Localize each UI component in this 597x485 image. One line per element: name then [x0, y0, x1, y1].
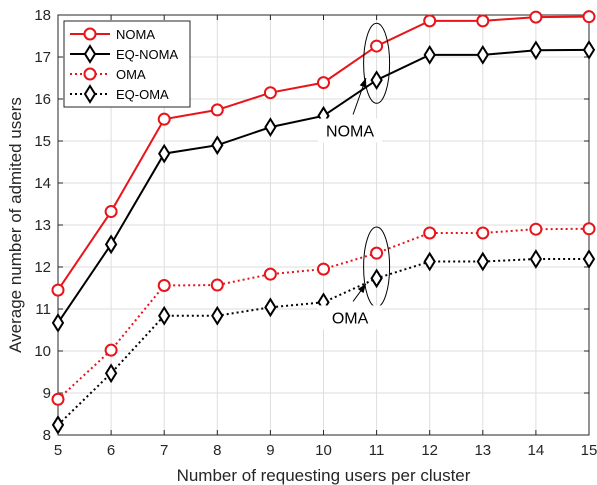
annotation-label-oma: OMA	[332, 310, 369, 327]
y-tick-label: 8	[43, 427, 51, 444]
annotation-arrowhead-oma	[357, 283, 366, 294]
legend-marker-eq-oma	[83, 84, 97, 104]
data-point-noma	[423, 14, 437, 28]
axis-ticks: 5 6 7 8 9 10 11 12 13 14 15 8 9 10 11 12 13 14 15 16 17 18	[34, 7, 597, 459]
data-point-oma	[476, 226, 490, 240]
data-point-eq-noma	[529, 40, 543, 61]
data-point-eq-noma	[264, 117, 277, 138]
x-tick-label: 9	[266, 442, 274, 459]
series-oma	[51, 222, 596, 406]
data-point-oma	[104, 343, 118, 357]
data-point-eq-oma	[104, 363, 118, 384]
data-point-oma	[370, 246, 384, 260]
legend-label-noma: NOMA	[116, 27, 155, 42]
y-tick-label: 18	[34, 7, 51, 24]
annotation-ellipse-noma	[363, 22, 391, 104]
y-tick-label: 13	[34, 217, 51, 234]
data-point-noma	[370, 39, 384, 53]
legend-label-eq-noma: EQ-NOMA	[116, 47, 178, 62]
data-point-eq-oma	[264, 297, 277, 318]
annotation-oma: OMA	[318, 226, 391, 330]
data-point-eq-noma	[51, 312, 65, 333]
data-point-eq-oma	[476, 251, 489, 272]
data-point-noma	[476, 14, 490, 28]
y-tick-label: 15	[34, 133, 51, 150]
x-tick-label: 8	[213, 442, 221, 459]
data-point-eq-oma	[582, 249, 596, 269]
y-axis-label: Average number of admited users	[6, 97, 25, 353]
data-point-noma	[529, 10, 543, 24]
series-eq-noma	[51, 39, 596, 333]
x-tick-label: 13	[474, 442, 491, 459]
legend-item-eq-noma: EQ-NOMA	[70, 44, 178, 64]
data-point-eq-noma	[158, 143, 171, 164]
data-point-oma	[582, 222, 596, 236]
x-tick-label: 15	[581, 442, 597, 459]
y-tick-label: 9	[43, 385, 51, 402]
x-tick-label: 12	[421, 442, 438, 459]
y-tick-label: 17	[34, 49, 51, 66]
legend-label-eq-oma: EQ-OMA	[116, 87, 169, 102]
x-tick-label: 7	[160, 442, 168, 459]
data-point-eq-oma	[158, 305, 171, 326]
x-tick-label: 14	[528, 442, 545, 459]
annotation-noma: NOMA	[318, 22, 391, 143]
data-point-noma	[582, 10, 596, 24]
y-tick-label: 16	[34, 91, 51, 108]
x-axis-label: Number of requesting users per cluster	[177, 466, 471, 485]
legend-marker-oma	[83, 67, 97, 81]
data-point-eq-oma	[51, 415, 65, 435]
series-eq-oma	[51, 249, 596, 435]
series-group	[51, 10, 596, 435]
x-tick-label: 5	[54, 442, 62, 459]
data-point-eq-noma	[423, 45, 436, 65]
data-point-oma	[317, 262, 330, 276]
data-point-oma	[157, 278, 171, 292]
y-tick-label: 10	[34, 343, 51, 360]
data-point-eq-noma	[582, 39, 596, 60]
data-point-noma	[51, 283, 65, 297]
series-noma	[51, 10, 596, 297]
data-point-eq-oma	[370, 268, 383, 289]
data-point-noma	[263, 86, 277, 100]
legend-item-noma: NOMA	[70, 27, 155, 42]
annotation-label-bg-noma	[318, 118, 383, 143]
annotation-label-noma: NOMA	[326, 124, 374, 141]
data-point-eq-noma	[476, 45, 489, 65]
y-tick-label: 12	[34, 259, 51, 276]
x-tick-label: 11	[369, 442, 385, 459]
legend-item-eq-oma: EQ-OMA	[70, 84, 169, 104]
data-point-noma	[157, 112, 171, 126]
annotation-label-bg-oma	[318, 305, 383, 330]
data-point-eq-noma	[211, 135, 224, 156]
legend-marker-eq-noma	[83, 44, 97, 64]
data-point-eq-oma	[211, 305, 224, 326]
data-point-noma	[104, 205, 118, 219]
legend-item-oma: OMA	[70, 67, 146, 82]
y-tick-label: 14	[34, 175, 51, 192]
data-point-eq-oma	[423, 251, 436, 272]
legend-label-oma: OMA	[116, 67, 146, 82]
annotations: NOMA OMA	[318, 22, 391, 330]
data-point-oma	[423, 226, 437, 240]
data-point-oma	[210, 278, 224, 292]
legend: NOMA EQ-NOMA OMA EQ-OMA	[63, 20, 191, 108]
legend-marker-noma	[83, 27, 97, 41]
data-point-eq-noma	[104, 234, 118, 255]
data-point-noma	[317, 76, 330, 90]
data-point-noma	[210, 103, 224, 117]
y-tick-label: 11	[35, 301, 51, 318]
data-point-eq-oma	[529, 249, 543, 269]
x-tick-label: 6	[107, 442, 115, 459]
x-tick-label: 10	[315, 442, 332, 459]
data-point-oma	[263, 267, 277, 281]
data-point-eq-noma	[370, 70, 383, 90]
series-line-eq-oma	[57, 258, 589, 426]
annotation-arrowhead-noma	[359, 78, 367, 88]
data-point-oma	[51, 392, 65, 406]
data-point-oma	[529, 222, 543, 236]
